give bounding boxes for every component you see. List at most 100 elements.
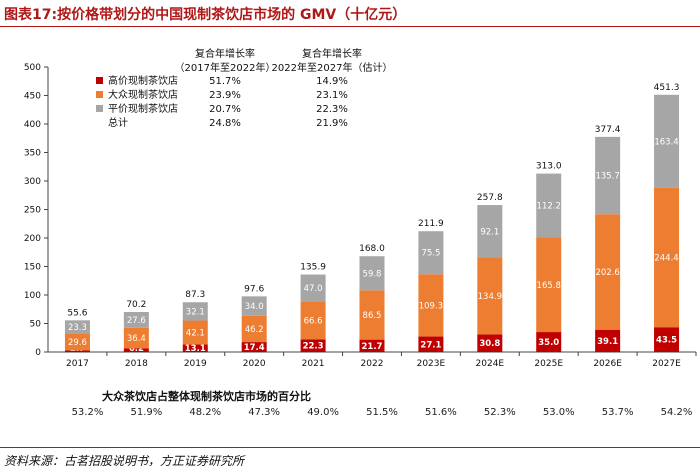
y-tick-label: 500 [24,63,41,73]
bottom-divider [0,447,700,448]
bar-segment-mass [359,290,385,340]
y-tick-label: 150 [24,263,41,273]
bar-value-label: 29.6 [68,338,87,348]
bar-segment-high [595,329,621,352]
bar-value-label: 36.4 [127,334,146,344]
y-tick-label: 250 [24,206,41,216]
bar-total-label: 70.2 [126,300,146,310]
chart-title: 图表17:按价格带划分的中国现制茶饮店市场的 GMV（十亿元） [4,7,407,23]
cagr-value: 51.7% [209,76,241,87]
bar-segment-high [123,348,149,352]
bar-total-label: 451.3 [654,83,680,93]
bar-segment-high [182,344,208,352]
percentage-table-title: 大众茶饮店占整体现制茶饮店市场的百分比 [102,390,311,403]
bar-segment-high [418,336,444,352]
bar-value-label: 17.4 [244,343,265,353]
legend-label: 大众现制茶饮店 [108,88,178,101]
cagr-value: 23.1% [316,90,348,101]
cagr-value: 22.3% [316,104,348,115]
cagr-value: 24.8% [209,118,241,129]
bar-segment-budget [477,205,503,258]
cagr-value: 21.9% [316,118,348,129]
cagr-value: 23.9% [209,90,241,101]
bar-value-label: 6.2 [129,344,144,354]
percentage-value: 51.6% [425,407,457,418]
cagr-header-2-line-2: 2022年至2027年（估计） [272,61,393,74]
bar-segment-mass [64,333,90,351]
bar-segment-high [64,350,90,352]
source-note: 资料来源：古茗招股说明书，方正证券研究所 [4,454,245,468]
bar-total-label: 168.0 [359,244,385,254]
bar-segment-budget [123,311,149,328]
y-tick-label: 450 [24,92,41,102]
y-tick-label: 50 [30,320,42,330]
bar-segment-mass [477,257,503,335]
x-tick-label: 2017 [66,359,89,366]
bar-value-label: 35.0 [538,338,559,348]
bar-total-label: 211.9 [418,219,444,229]
bar-segment-mass [595,214,621,330]
cagr-header-1-line-1: 复合年增长率 [195,47,255,60]
bar-segment-budget [595,136,621,215]
bar-segment-budget [536,173,562,238]
bar-total-label: 97.6 [244,284,264,294]
y-tick-label: 300 [24,177,41,187]
bar-value-label: 43.5 [656,336,677,346]
bar-value-label: 86.5 [363,311,382,321]
bar-segment-high [477,334,503,352]
bar-value-label: 39.1 [597,337,618,347]
percentage-value: 51.5% [366,407,398,418]
x-tick-label: 2026E [593,359,622,366]
bar-value-label: 163.4 [654,137,678,147]
y-tick-label: 200 [24,234,41,244]
percentage-value: 53.7% [601,407,634,418]
cagr-value: 20.7% [209,104,241,115]
bar-segment-high [654,327,680,352]
percentage-value: 47.3% [248,407,281,418]
bar-segment-budget [241,296,267,316]
legend-label: 平价现制茶饮店 [108,102,178,115]
bar-segment-budget [359,256,385,291]
bar-value-label: 46.2 [245,325,264,335]
bar-value-label: 134.9 [478,292,502,302]
bar-segment-mass [182,320,208,345]
bar-value-label: 92.1 [480,227,499,237]
bar-value-label: 13.1 [185,344,206,354]
bar-value-label: 202.6 [595,268,619,278]
bar-value-label: 109.3 [419,301,443,311]
percentage-value: 48.2% [189,407,222,418]
bar-segment-mass [123,327,149,349]
y-tick-label: 0 [35,348,41,358]
x-tick-label: 2020 [243,359,266,366]
x-tick-label: 2018 [125,359,148,366]
legend-label: 总计 [108,116,128,129]
stacked-bar-chart: 0501001502002503003504004505002.729.623.… [24,47,697,366]
bar-value-label: 27.6 [127,316,146,326]
bar-segment-budget [654,94,680,188]
bar-segment-budget [64,320,90,334]
legend-swatch [96,91,103,98]
percentage-value: 53.2% [71,407,104,418]
percentage-row: 53.2% 51.9% 48.2% 47.3% 49.0% 51.5% 51.6% 52.3%… [0,407,700,423]
x-tick-label: 2021 [302,359,325,366]
bar-value-label: 66.6 [304,316,323,326]
bar-value-label: 32.1 [186,307,205,317]
x-tick-label: 2022 [361,359,384,366]
bar-segment-high [300,339,326,352]
cagr-header-2-line-1: 复合年增长率 [302,47,362,60]
bar-segment-high [536,332,562,352]
bar-value-label: 112.2 [537,202,561,212]
cagr-value: 14.9% [316,76,348,87]
bar-segment-budget [418,231,444,275]
percentage-value: 53.0% [542,407,575,418]
x-tick-label: 2024E [476,359,505,366]
bar-segment-mass [300,301,326,340]
bar-value-label: 59.8 [363,269,382,279]
bar-segment-mass [241,315,267,343]
legend-swatch [96,77,103,84]
x-tick-label: 2025E [534,359,563,366]
x-tick-label: 2019 [184,359,207,366]
bar-value-label: 30.8 [479,339,500,349]
y-tick-label: 350 [24,149,41,159]
bar-value-label: 21.7 [362,342,383,352]
